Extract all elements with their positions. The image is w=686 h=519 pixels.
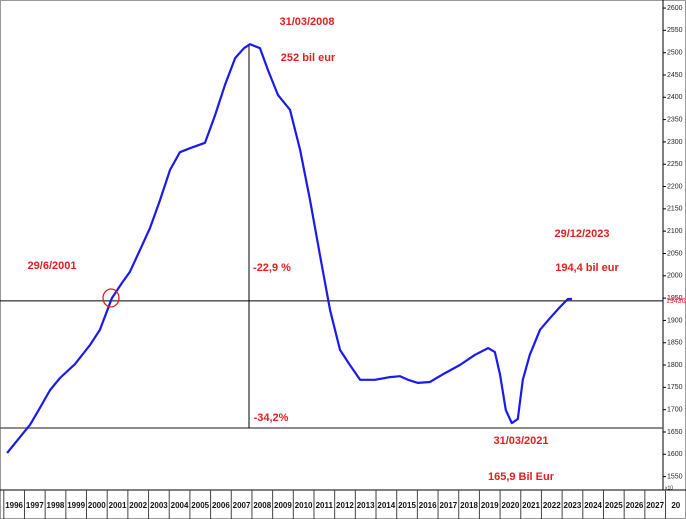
- x-tick-label: 1998: [47, 501, 65, 510]
- annotation: -34,2%: [254, 412, 289, 424]
- y-tick-label: 2200: [667, 183, 683, 190]
- x-tick-label: 2007: [233, 501, 251, 510]
- y-tick-label: 2450: [667, 72, 683, 79]
- x-tick-label: 2001: [109, 501, 127, 510]
- x-tick-label: 2027: [646, 501, 664, 510]
- y-tick-label: 2000: [667, 273, 683, 280]
- x-tick-label: 2005: [191, 501, 209, 510]
- y-tick-label: 2300: [667, 139, 683, 146]
- y-tick-label: 1800: [667, 362, 683, 369]
- y-tick-label: 2100: [667, 228, 683, 235]
- x-tick-label: 2011: [316, 501, 334, 510]
- annotation: 31/03/2008: [279, 16, 334, 28]
- x-tick-label: 2003: [150, 501, 168, 510]
- x-tick-label: 2010: [295, 501, 313, 510]
- x-tick-label: 20: [671, 501, 680, 510]
- y-tick-label: 2150: [667, 206, 683, 213]
- x-tick-label: 2024: [584, 501, 602, 510]
- x-tick-label: 2017: [439, 501, 457, 510]
- x-tick-label: 2019: [481, 501, 499, 510]
- x-tick-label: 2012: [336, 501, 354, 510]
- y-tick-label: 1700: [667, 407, 683, 414]
- y-unit-label: x10: [665, 485, 673, 491]
- annotation: 29/6/2001: [28, 260, 77, 272]
- x-tick-label: 2016: [419, 501, 437, 510]
- annotation: 194,4 bil eur: [555, 262, 619, 274]
- y-tick-label: 1750: [667, 384, 683, 391]
- y-tick-label: 2350: [667, 116, 683, 123]
- y-tick-label: 2050: [667, 250, 683, 257]
- x-tick-label: 2021: [522, 501, 540, 510]
- y-tick-label: 2600: [667, 5, 683, 12]
- x-tick-label: 1996: [5, 501, 23, 510]
- highlight-circle: [102, 288, 120, 308]
- annotation: 252 bil eur: [281, 52, 336, 64]
- y-tick-label: 1650: [667, 429, 683, 436]
- x-tick-label: 2023: [564, 501, 582, 510]
- x-tick-label: 2000: [88, 501, 106, 510]
- y-tick-label: 2400: [667, 94, 683, 101]
- x-tick-label: 2014: [377, 501, 395, 510]
- reference-label: 194367: [666, 298, 686, 305]
- y-tick-label: 1600: [667, 451, 683, 458]
- annotation: 165,9 Bil Eur: [488, 471, 555, 483]
- y-tick-label: 1950: [667, 295, 683, 302]
- x-tick-label: 1997: [26, 501, 44, 510]
- annotation: 29/12/2023: [554, 228, 609, 240]
- x-tick-label: 2025: [605, 501, 623, 510]
- x-tick-label: 2013: [357, 501, 375, 510]
- y-tick-label: 2250: [667, 161, 683, 168]
- x-tick-label: 2008: [253, 501, 271, 510]
- y-tick-label: 2550: [667, 27, 683, 34]
- annotation: 31/03/2021: [493, 435, 548, 447]
- x-tick-label: 1999: [67, 501, 85, 510]
- x-tick-label: 2009: [274, 501, 292, 510]
- x-tick-label: 2006: [212, 501, 230, 510]
- annotation: -22,9 %: [253, 262, 291, 274]
- x-tick-label: 2018: [460, 501, 478, 510]
- x-tick-label: 2015: [398, 501, 416, 510]
- x-tick-label: 2026: [626, 501, 644, 510]
- x-tick-label: 2020: [501, 501, 519, 510]
- y-tick-label: 2500: [667, 50, 683, 57]
- y-tick-label: 1550: [667, 473, 683, 480]
- x-tick-label: 2002: [129, 501, 147, 510]
- x-tick-label: 2004: [171, 501, 189, 510]
- y-tick-label: 1850: [667, 340, 683, 347]
- y-tick-label: 1900: [667, 317, 683, 324]
- line-series: [6, 43, 572, 454]
- x-tick-label: 2022: [543, 501, 561, 510]
